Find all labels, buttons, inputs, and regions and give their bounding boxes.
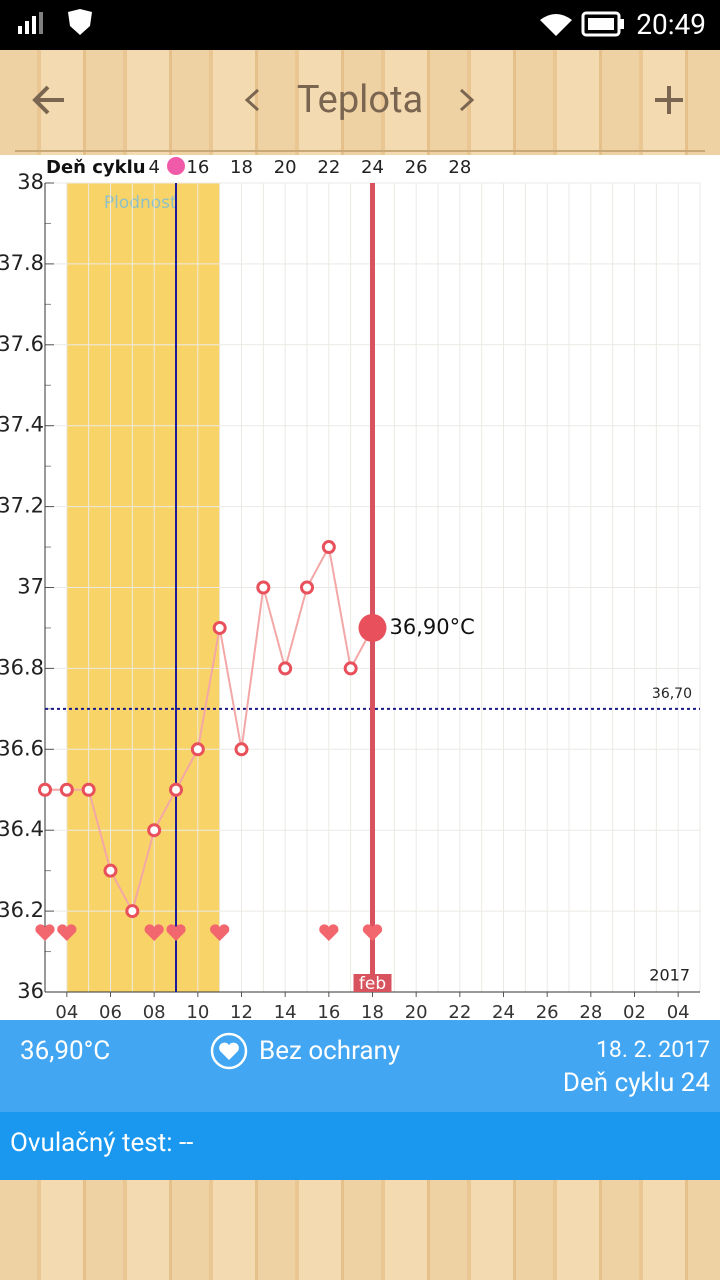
temperature-line xyxy=(45,544,374,914)
x-tick-label: 16 xyxy=(317,1002,340,1020)
temperature-point xyxy=(234,742,249,757)
y-tick-label: 36.6 xyxy=(0,736,44,760)
x-tick-label: 04 xyxy=(667,1002,690,1020)
year-label: 2017 xyxy=(649,966,690,985)
x-tick-label: 24 xyxy=(492,1002,515,1020)
summary-date: 18. 2. 2017 xyxy=(595,1036,710,1063)
x-tick-label: 26 xyxy=(536,1002,559,1020)
intercourse-heart xyxy=(144,924,164,941)
month-badge xyxy=(353,974,392,992)
screen-title: Teplota xyxy=(296,78,424,122)
reference-label: 36,70 xyxy=(652,686,692,702)
summary-panel: 36,90°C Bez ochrany 18. 2. 2017 Deň cykl… xyxy=(0,1020,720,1112)
ovulation-test: Ovulačný test: -- xyxy=(10,1128,194,1158)
ovulation-panel: Ovulačný test: -- xyxy=(0,1112,720,1180)
summary-temperature: 36,90°C xyxy=(20,1036,111,1066)
y-tick-label: 36.8 xyxy=(0,655,44,679)
temperature-point xyxy=(190,742,205,757)
top-tick-label: 22 xyxy=(317,157,340,178)
intercourse-heart xyxy=(35,924,55,941)
temperature-point xyxy=(169,782,183,797)
intercourse-heart xyxy=(166,924,186,941)
temperature-point xyxy=(256,580,271,595)
top-tick-label: 18 xyxy=(230,157,253,178)
clock: 20:49 xyxy=(636,8,706,41)
y-tick-label: 37 xyxy=(17,575,44,599)
y-tick-label: 37.4 xyxy=(0,413,44,437)
add-button[interactable] xyxy=(655,86,683,114)
x-tick-label: 02 xyxy=(623,1002,646,1020)
temperature-point xyxy=(212,620,227,635)
temperature-point xyxy=(103,863,118,878)
x-tick-label: 14 xyxy=(274,1002,297,1020)
x-tick-label: 12 xyxy=(230,1002,253,1020)
protection-icon xyxy=(210,1032,248,1070)
top-tick-label: 24 xyxy=(361,157,384,178)
value-label: 36,90°C xyxy=(390,615,475,639)
top-tick-label: 28 xyxy=(448,157,471,178)
summary-protection: Bez ochrany xyxy=(259,1036,401,1066)
y-tick-label: 37.2 xyxy=(0,494,44,518)
x-tick-label: 20 xyxy=(405,1002,428,1020)
x-tick-label: 28 xyxy=(579,1002,602,1020)
intercourse-heart xyxy=(57,924,77,941)
intercourse-heart xyxy=(319,924,339,941)
temperature-point xyxy=(343,661,358,676)
back-button[interactable] xyxy=(32,85,64,115)
x-tick-label: 10 xyxy=(186,1002,209,1020)
toolbar-icons xyxy=(15,85,705,152)
y-tick-label: 36.2 xyxy=(0,898,44,922)
intercourse-heart xyxy=(362,924,383,941)
y-tick-label: 36.4 xyxy=(0,817,44,841)
status-bar: 20:49 xyxy=(0,0,720,50)
ovulation-marker xyxy=(167,157,185,175)
temperature-point xyxy=(278,661,293,676)
x-tick-label: 06 xyxy=(99,1002,122,1020)
summary-cycle-day: Deň cyklu 24 xyxy=(562,1068,710,1098)
top-tick-label: 20 xyxy=(274,157,297,178)
x-tick-label: 18 xyxy=(361,1002,384,1020)
intercourse-heart xyxy=(210,924,230,941)
temperature-point xyxy=(38,782,52,797)
month-label: feb xyxy=(359,974,386,994)
temperature-point xyxy=(125,904,140,919)
y-tick-label: 36 xyxy=(17,979,44,1003)
top-tick-label: 26 xyxy=(405,157,428,178)
top-tick-label: 4 xyxy=(148,157,159,178)
fertile-label: Plodnosť xyxy=(104,193,177,213)
toolbar: Teplota xyxy=(0,50,720,155)
temperature-point xyxy=(147,823,162,838)
top-axis-title: Deň cyklu xyxy=(46,157,146,178)
x-tick-label: 08 xyxy=(143,1002,166,1020)
selected-point xyxy=(358,613,387,642)
y-tick-label: 38 xyxy=(17,170,44,194)
temperature-point xyxy=(321,540,336,555)
y-tick-label: 37.6 xyxy=(0,332,44,356)
x-tick-label: 04 xyxy=(55,1002,78,1020)
top-tick-label: 16 xyxy=(186,157,209,178)
chart-area: Plodnosť 36 36.2 36.4 36.6 36.8 37 37.2 37.4 37.6… xyxy=(0,155,720,1023)
temperature-point xyxy=(81,782,96,797)
status-icons xyxy=(18,9,624,37)
chart: Plodnosť 36 36.2 36.4 36.6 36.8 37 37.2 37.4 37.6… xyxy=(0,157,701,1023)
temperature-point xyxy=(300,580,314,595)
prev-button[interactable] xyxy=(244,88,260,112)
temperature-point xyxy=(59,782,74,797)
x-tick-label: 22 xyxy=(448,1002,471,1020)
next-button[interactable] xyxy=(459,88,475,112)
y-tick-label: 37.8 xyxy=(0,251,44,275)
